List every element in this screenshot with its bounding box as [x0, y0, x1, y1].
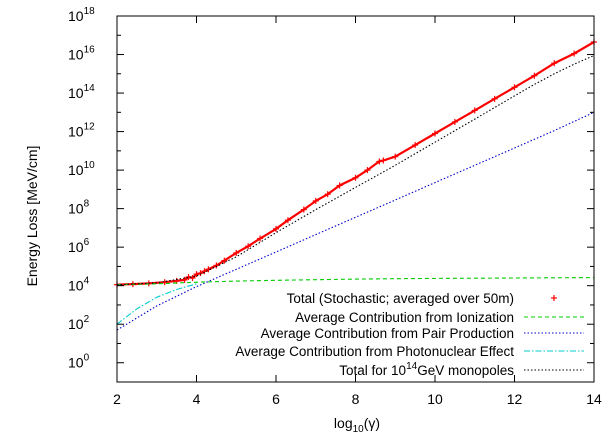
legend-entry-4-before: Total for 10 [339, 363, 406, 378]
x-tick-label: 10 [427, 391, 443, 407]
x-tick-label: 12 [507, 391, 523, 407]
legend-entry-4: Total for 1014GeV monopoles [339, 361, 514, 378]
legend-entry-0: Total (Stochastic; averaged over 50m) [287, 291, 514, 306]
y-tick-label: 1010 [68, 160, 95, 178]
series-line-2 [116, 111, 595, 331]
series-layer [114, 39, 597, 331]
y-tick-label: 100 [68, 353, 90, 371]
legend-key-0 [551, 295, 557, 301]
y-tick-label: 1018 [68, 6, 95, 24]
series-line-total-stochastic [116, 41, 595, 286]
series-line-4 [116, 54, 595, 286]
legend: Total (Stochastic; averaged over 50m) Av… [235, 291, 584, 378]
x-tick-label: 8 [352, 391, 360, 407]
x-tick-label: 2 [113, 391, 121, 407]
labels-layer: 2 4 6 8 10 12 14100102104106108101010121014101… [68, 6, 602, 407]
x-tick-label: 14 [586, 391, 602, 407]
x-axis-title-base: log [334, 415, 353, 431]
series-line-3 [116, 283, 197, 325]
legend-entry-1: Average Contribution from Ionization [295, 310, 514, 325]
y-tick-label: 1014 [68, 83, 95, 101]
x-tick-label: 4 [193, 391, 201, 407]
x-axis-title-rest: (γ) [364, 415, 380, 431]
x-tick-label: 6 [272, 391, 280, 407]
y-tick-label: 104 [68, 276, 90, 294]
x-axis-title-sub: 10 [353, 424, 365, 435]
y-tick-label: 108 [68, 199, 90, 217]
legend-keys [524, 295, 584, 371]
y-tick-label: 1016 [68, 45, 95, 63]
y-tick-label: 106 [68, 237, 90, 255]
ticks-layer [116, 15, 595, 383]
y-tick-label: 102 [68, 314, 90, 332]
legend-entry-2: Average Contribution from Pair Productio… [261, 326, 514, 341]
legend-entry-4-after: GeV monopoles [417, 363, 514, 378]
legend-entry-3: Average Contribution from Photonuclear E… [235, 344, 514, 359]
y-tick-label: 1012 [68, 122, 95, 140]
y-axis-title: Energy Loss [MeV/cm] [24, 146, 40, 287]
legend-entry-4-exp: 14 [406, 361, 418, 372]
series-line-1 [116, 277, 595, 286]
x-axis-title: log10(γ) [334, 415, 380, 435]
